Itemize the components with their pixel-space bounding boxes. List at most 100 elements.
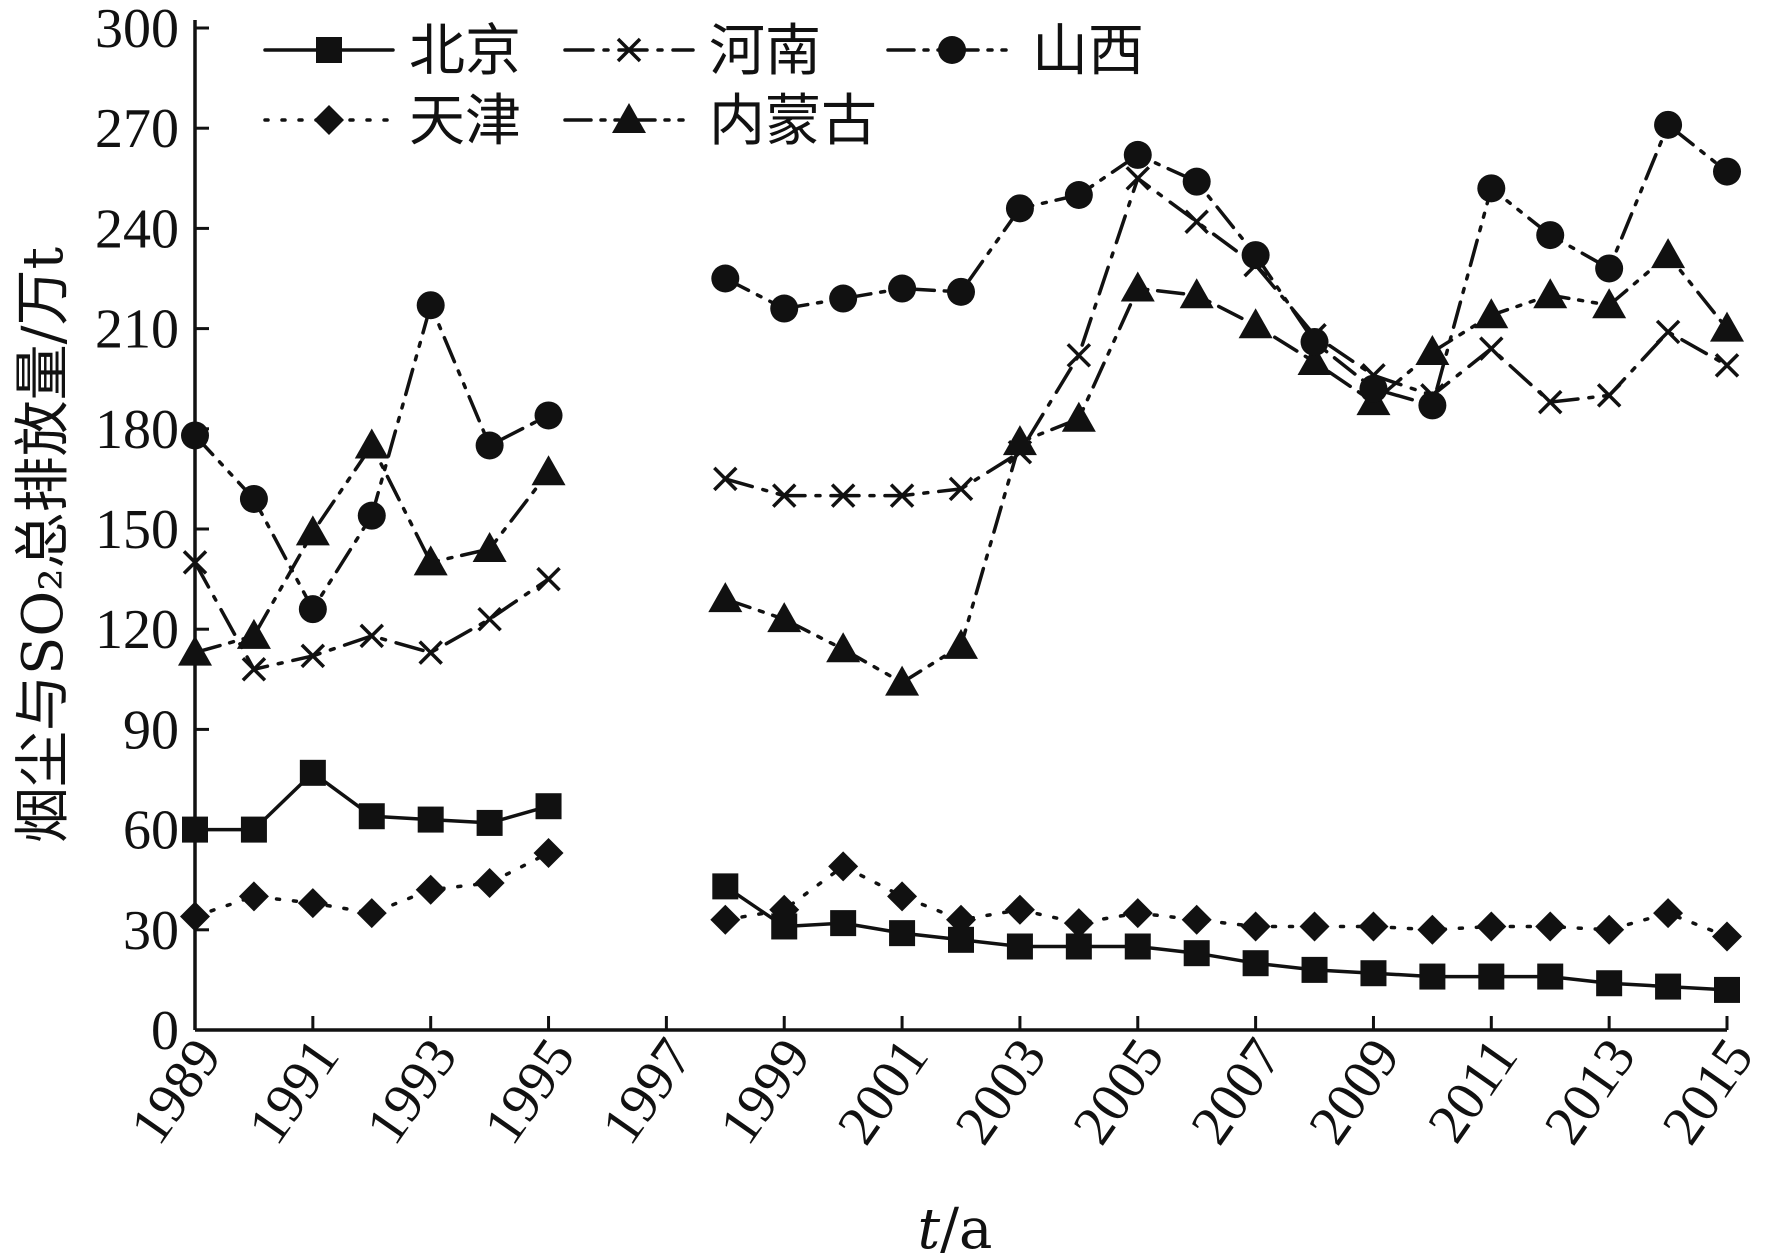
data-point	[1184, 209, 1209, 234]
data-point	[1122, 898, 1153, 929]
data-point	[1596, 383, 1622, 408]
data-point	[1061, 401, 1096, 432]
legend-label: 天津	[409, 89, 521, 154]
y-tick-label: 60	[123, 800, 179, 862]
x-tick-label: 2005	[1061, 1028, 1176, 1155]
data-point	[297, 888, 328, 919]
legend-label: 北京	[409, 19, 521, 84]
x-tick-label: 2015	[1651, 1028, 1766, 1155]
data-point	[1124, 933, 1151, 960]
data-point	[1596, 970, 1623, 997]
legend-label: 山西	[1032, 19, 1144, 84]
legend-label: 内蒙古	[709, 89, 877, 154]
data-point	[359, 623, 385, 649]
x-tick-label: 2003	[944, 1028, 1059, 1155]
data-point	[1415, 334, 1450, 365]
series-5	[181, 110, 1741, 624]
series-line	[723, 122, 1729, 408]
data-point	[889, 920, 916, 947]
data-point	[534, 401, 563, 430]
x-tick-label: 1991	[236, 1028, 351, 1155]
x-axis-title-rest: /a	[940, 1197, 992, 1257]
data-point	[770, 294, 799, 323]
y-tick-label: 300	[95, 0, 179, 60]
data-point	[1360, 960, 1387, 987]
data-point	[1535, 911, 1566, 942]
x-tick-label: 2007	[1179, 1028, 1294, 1155]
data-point	[180, 901, 210, 932]
legend-item: 内蒙古	[563, 89, 877, 154]
data-point	[1125, 166, 1151, 191]
data-point	[1183, 940, 1210, 967]
y-tick-label: 0	[151, 1000, 179, 1062]
data-point	[236, 618, 271, 649]
legend-swatch-marker	[316, 37, 342, 63]
data-point	[888, 274, 917, 303]
data-point	[295, 515, 330, 546]
data-point	[1653, 898, 1684, 929]
data-point	[1710, 311, 1744, 342]
data-point	[354, 428, 389, 459]
x-tick-label: 2013	[1533, 1028, 1648, 1155]
legend-item: 河南	[563, 19, 821, 84]
x-tick-label: 2011	[1416, 1028, 1530, 1154]
data-point	[1241, 241, 1270, 270]
data-point	[771, 483, 797, 508]
series-line	[193, 560, 551, 672]
data-point	[887, 881, 918, 912]
data-point	[358, 803, 385, 830]
data-point	[531, 455, 566, 486]
data-point	[711, 264, 740, 293]
y-tick-label: 90	[123, 699, 179, 761]
data-point	[1655, 319, 1681, 345]
data-point	[477, 606, 502, 632]
data-point	[1537, 389, 1563, 415]
x-tick-label: 2009	[1297, 1028, 1412, 1155]
y-axis-title: 烟尘与SO₂总排放量/万t	[11, 246, 76, 843]
legend-swatch-marker	[616, 37, 642, 63]
data-point	[828, 851, 859, 882]
series-line	[723, 884, 1729, 992]
data-point	[535, 793, 562, 820]
data-point	[533, 837, 564, 868]
data-point	[1240, 911, 1271, 942]
data-point	[1595, 254, 1624, 283]
data-point	[300, 643, 326, 669]
data-point	[536, 566, 561, 592]
y-tick-label: 240	[95, 198, 179, 260]
data-point	[1063, 908, 1094, 939]
data-point	[830, 910, 857, 937]
data-point	[182, 550, 208, 575]
series-1	[182, 759, 1740, 1003]
series-line	[723, 864, 1729, 939]
data-point	[1418, 391, 1447, 420]
x-tick-label: 1999	[708, 1028, 823, 1155]
data-point	[769, 894, 800, 925]
data-point	[472, 532, 507, 563]
data-point	[1712, 921, 1742, 952]
data-point	[1478, 963, 1505, 990]
data-point	[1651, 238, 1686, 269]
y-tick-label: 120	[95, 599, 179, 661]
legend-swatch-marker	[612, 103, 646, 133]
legend-swatch-marker	[938, 36, 966, 64]
data-point	[1533, 278, 1568, 309]
data-point	[474, 868, 505, 899]
y-tick-label: 180	[95, 399, 179, 461]
data-point	[1238, 308, 1273, 339]
data-point	[1536, 221, 1565, 250]
data-point	[1066, 343, 1092, 368]
data-point	[1006, 933, 1033, 960]
axes: 0 30 60 90 120 150 180 210 240 270 300 1989 1991 1993…	[95, 0, 1766, 1155]
legend-swatch-marker	[314, 105, 344, 135]
x-axis-title: t/a	[918, 1197, 993, 1257]
x-tick-label: 1997	[590, 1028, 705, 1155]
data-point	[947, 277, 975, 306]
data-point	[1359, 374, 1388, 403]
series-2	[180, 837, 1742, 952]
data-point	[1181, 904, 1212, 935]
data-point	[1592, 288, 1627, 319]
data-point	[1300, 327, 1329, 356]
data-point	[1474, 298, 1509, 329]
